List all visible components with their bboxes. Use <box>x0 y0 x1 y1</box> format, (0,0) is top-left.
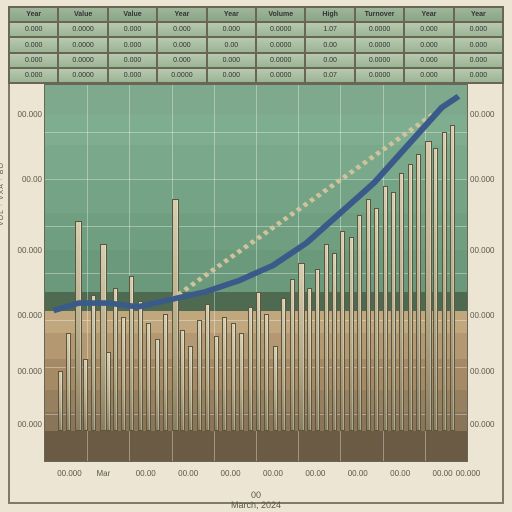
y-tick-label: 00.000 <box>470 175 508 184</box>
table-cell: 0.0000 <box>256 37 305 52</box>
table-cell: 0.0000 <box>355 53 404 68</box>
y-tick-label: 00.000 <box>4 311 42 320</box>
table-cell: 0.000 <box>157 22 206 37</box>
table-cell: 1.07 <box>305 22 354 37</box>
table-cell: 0.0000 <box>256 68 305 83</box>
table-col-header: Year <box>157 7 206 22</box>
table-cell: 0.000 <box>157 53 206 68</box>
table-cell: 0.000 <box>454 22 503 37</box>
table-cell: 0.000 <box>9 22 58 37</box>
table-cell: 0.0000 <box>58 68 107 83</box>
x-axis-label: 00 <box>0 490 512 500</box>
y-tick-label: 00.000 <box>470 110 508 119</box>
table-cell: 0.000 <box>207 22 256 37</box>
y-tick-label: 00.000 <box>4 420 42 429</box>
table-cell: 0.000 <box>207 68 256 83</box>
x-tick-label: 00.00 <box>433 469 453 478</box>
table-cell: 0.000 <box>404 22 453 37</box>
y-tick-label: 00.000 <box>470 311 508 320</box>
table-cell: 0.000 <box>9 53 58 68</box>
table-cell: 0.0000 <box>58 22 107 37</box>
y-tick-label: 00.00 <box>4 175 42 184</box>
table-cell: 0.07 <box>305 68 354 83</box>
price-volume-chart <box>44 84 468 462</box>
table-cell: 0.000 <box>157 37 206 52</box>
table-col-header: Year <box>207 7 256 22</box>
table-cell: 0.000 <box>108 37 157 52</box>
x-tick-label: 00.00 <box>178 469 198 478</box>
x-tick-label: 00.00 <box>348 469 368 478</box>
y-tick-label: 00.000 <box>4 246 42 255</box>
table-col-header: Volume <box>256 7 305 22</box>
table-cell: 0.000 <box>108 22 157 37</box>
table-cell: 0.000 <box>207 53 256 68</box>
table-cell: 0.0000 <box>157 68 206 83</box>
x-tick-label: 00.00 <box>263 469 283 478</box>
x-tick-label: 00.000 <box>456 469 480 478</box>
y-tick-label: 00.000 <box>470 246 508 255</box>
x-tick-label: 00.00 <box>136 469 156 478</box>
table-col-header: Year <box>404 7 453 22</box>
table-cell: 0.0000 <box>355 68 404 83</box>
table-cell: 0.000 <box>404 37 453 52</box>
data-table-header: YearValueValueYearYearVolumeHighTurnover… <box>8 6 504 84</box>
x-axis-sublabel: March, 2024 <box>0 500 512 510</box>
y-tick-label: 00.000 <box>470 367 508 376</box>
table-cell: 0.000 <box>404 68 453 83</box>
table-col-header: Year <box>9 7 58 22</box>
trend-line-overlay <box>45 85 467 461</box>
table-col-header: Value <box>108 7 157 22</box>
x-tick-label: Mar <box>96 469 110 478</box>
table-cell: 0.000 <box>9 37 58 52</box>
table-col-header: Value <box>58 7 107 22</box>
x-tick-label: 00.00 <box>305 469 325 478</box>
table-cell: 0.00 <box>305 53 354 68</box>
table-cell: 0.000 <box>454 53 503 68</box>
table-cell: 0.0000 <box>256 22 305 37</box>
table-col-header: Turnover <box>355 7 404 22</box>
table-cell: 0.000 <box>454 37 503 52</box>
table-cell: 0.000 <box>404 53 453 68</box>
table-col-header: High <box>305 7 354 22</box>
x-tick-label: 00.000 <box>57 469 81 478</box>
table-cell: 0.0000 <box>58 37 107 52</box>
y-tick-label: 00.000 <box>470 420 508 429</box>
table-cell: 0.000 <box>9 68 58 83</box>
x-tick-label: 00.00 <box>390 469 410 478</box>
y-axis-label: VOL · VXA · BO <box>0 162 5 226</box>
y-tick-label: 00.000 <box>4 367 42 376</box>
table-cell: 0.0000 <box>355 22 404 37</box>
table-cell: 0.00 <box>207 37 256 52</box>
table-cell: 0.00 <box>305 37 354 52</box>
table-cell: 0.000 <box>454 68 503 83</box>
table-cell: 0.0000 <box>355 37 404 52</box>
table-cell: 0.0000 <box>58 53 107 68</box>
table-cell: 0.000 <box>108 68 157 83</box>
table-cell: 0.000 <box>108 53 157 68</box>
x-tick-label: 00.00 <box>221 469 241 478</box>
y-tick-label: 00.000 <box>4 110 42 119</box>
table-cell: 0.0000 <box>256 53 305 68</box>
table-col-header: Year <box>454 7 503 22</box>
